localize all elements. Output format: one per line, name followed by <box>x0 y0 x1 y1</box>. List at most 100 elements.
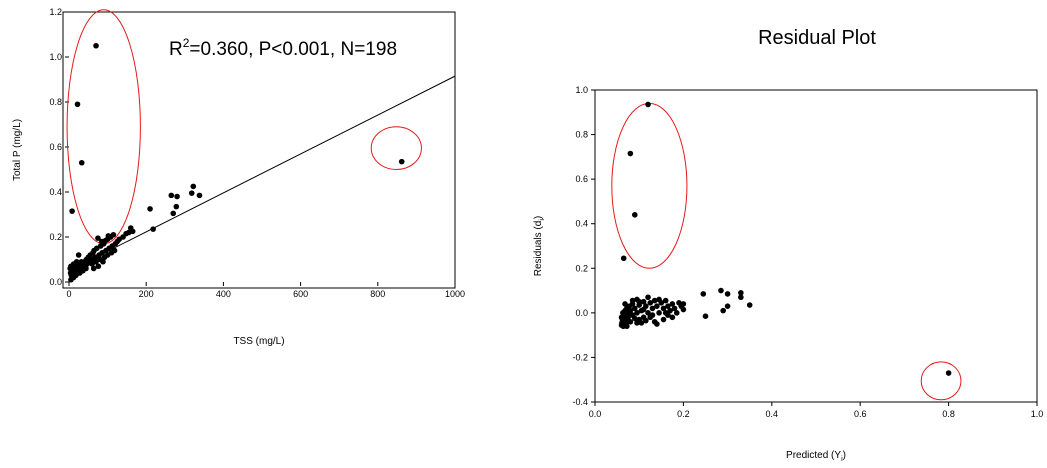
data-point <box>654 303 660 309</box>
data-point <box>640 298 647 305</box>
y-tick-label: 0.6 <box>575 174 588 184</box>
data-point <box>645 101 651 108</box>
data-point <box>67 270 74 276</box>
regression-line <box>68 75 456 272</box>
data-point <box>738 290 744 296</box>
x-axis-label-end: ) <box>843 450 846 461</box>
data-point <box>173 203 180 210</box>
data-point <box>634 310 640 316</box>
data-point <box>150 226 156 232</box>
scatter-panel-tss: 0 200 400 600 800 1000 0.0 0.2 0.4 0.6 0.8 1.0 1.2 T… <box>12 7 465 347</box>
data-point <box>627 318 634 325</box>
data-point <box>631 305 638 312</box>
y-tick-label: 1.2 <box>49 7 62 17</box>
data-point <box>700 291 707 297</box>
regression-stats-text: =0.360, P<0.001, N=198 <box>189 39 397 60</box>
data-point <box>720 307 726 314</box>
data-point <box>95 263 102 270</box>
data-point <box>660 316 667 323</box>
data-point <box>78 159 85 166</box>
data-point <box>147 206 153 212</box>
data-point <box>662 297 669 304</box>
r-squared-label: R <box>169 39 183 60</box>
y-tick-label: 0.2 <box>49 232 62 242</box>
data-point <box>660 305 667 312</box>
data-point <box>95 235 101 241</box>
data-point <box>168 192 175 199</box>
data-point <box>645 294 651 301</box>
y-tick-label: 0.0 <box>49 277 62 287</box>
y-axis-label: Total P (mg/L) <box>12 119 23 181</box>
data-point <box>656 310 662 316</box>
x-tick-label: 0.0 <box>589 409 602 419</box>
x-axis-label-main: Predicted (Y <box>786 450 841 461</box>
data-point <box>651 318 658 325</box>
y-axis-label-subscript: i <box>539 219 546 221</box>
data-point <box>724 291 731 297</box>
data-point <box>718 287 724 294</box>
y-tick-label: -0.4 <box>572 397 588 407</box>
data-point <box>738 294 744 301</box>
x-tick-label: 0.8 <box>942 409 955 419</box>
data-point <box>188 190 195 196</box>
y-tick-label: 0.4 <box>575 219 588 229</box>
data-point <box>669 314 676 321</box>
data-point <box>634 320 640 326</box>
data-point <box>656 296 662 303</box>
residual-plot-title: Residual Plot <box>758 27 876 49</box>
data-point <box>673 310 680 316</box>
data-point <box>702 313 709 320</box>
y-axis-label: Residuals (di) <box>533 216 546 277</box>
data-point <box>638 320 645 326</box>
outlier-ellipse <box>920 361 962 401</box>
data-point <box>647 314 654 321</box>
plot-frame <box>594 89 1038 403</box>
data-point <box>640 306 647 313</box>
residual-panel: Residual Plot 0.0 0.2 0.4 0.6 0.8 1.0 -0.4 -0.2… <box>533 27 1043 463</box>
x-tick-label: 1.0 <box>1031 409 1044 419</box>
regression-stats: R2=0.360, P<0.001, N=198 <box>169 36 397 60</box>
data-point <box>618 322 625 328</box>
data-point <box>724 303 731 309</box>
data-point <box>105 233 112 239</box>
axis-ticks: 0 200 400 600 800 1000 0.0 0.2 0.4 0.6 0.8 1.0 1.2 <box>49 7 465 299</box>
x-tick-label: 0.2 <box>677 409 690 419</box>
data-point <box>624 323 630 330</box>
data-point <box>636 298 642 305</box>
axis-ticks: 0.0 0.2 0.4 0.6 0.8 1.0 -0.4 -0.2 0.0 0.2 0.4 0.6 0.… <box>572 85 1043 419</box>
data-point <box>649 305 656 312</box>
x-tick-label: 0.4 <box>766 409 779 419</box>
data-point <box>671 305 678 312</box>
data-point <box>74 101 81 108</box>
data-point <box>667 307 673 314</box>
data-point <box>631 212 638 218</box>
data-point <box>69 208 75 214</box>
x-tick-label: 200 <box>139 289 154 299</box>
data-point <box>83 265 89 272</box>
plot-frame <box>62 11 456 289</box>
data-point <box>629 297 636 304</box>
data-point <box>651 297 658 304</box>
data-point <box>190 183 197 190</box>
data-point <box>75 252 82 258</box>
data-point <box>665 303 671 309</box>
data-point <box>618 314 625 321</box>
data-point <box>629 312 636 318</box>
y-tick-label: 0.8 <box>49 97 62 107</box>
y-tick-label: 1.0 <box>575 85 588 95</box>
y-tick-label: 0.8 <box>575 130 588 140</box>
x-tick-label: 0 <box>66 289 71 299</box>
x-tick-label: 600 <box>293 289 308 299</box>
y-tick-label: 0.2 <box>575 263 588 273</box>
y-axis-label-end: ) <box>533 216 544 219</box>
y-tick-label: 1.0 <box>49 52 62 62</box>
x-tick-label: 0.6 <box>854 409 867 419</box>
y-tick-label: 0.0 <box>575 308 588 318</box>
data-point <box>622 301 628 307</box>
data-point <box>398 158 405 165</box>
data-point <box>643 317 649 324</box>
data-point <box>647 300 654 306</box>
data-point <box>945 370 952 376</box>
x-axis-label: TSS (mg/L) <box>233 336 284 347</box>
